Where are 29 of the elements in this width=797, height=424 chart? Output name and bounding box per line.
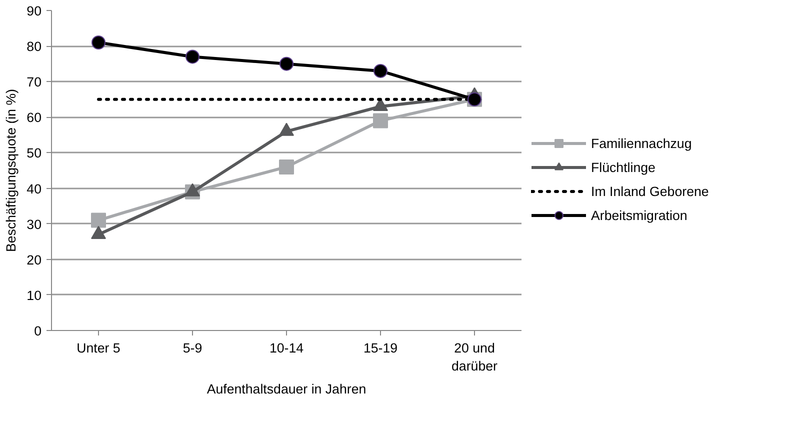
legend-label: Familiennachzug [591, 136, 692, 150]
point [373, 113, 388, 128]
point [374, 64, 388, 78]
y-tick-label: 0 [34, 324, 42, 338]
y-tick-label: 30 [26, 216, 42, 232]
y-axis-title: Beschäftigungsquote (in %) [4, 89, 19, 252]
y-tick-label: 10 [26, 288, 42, 303]
legend-label: Flüchtlinge [591, 160, 656, 174]
legend-label: Arbeitsmigration [591, 208, 688, 222]
point [91, 226, 106, 240]
point [91, 212, 106, 228]
point [92, 36, 106, 50]
x-tick-label: Unter 5 [76, 340, 120, 356]
x-axis-title: Aufenthaltsdauer in Jahren [206, 382, 366, 396]
point [280, 56, 294, 71]
x-tick-label: 20 und darüber [452, 340, 498, 374]
point [279, 159, 294, 174]
y-tick-label: 50 [26, 146, 42, 161]
legend-label: Im Inland Geborene [591, 184, 709, 198]
x-tick-label: 15-19 [363, 340, 398, 356]
y-tick-label: 80 [26, 39, 42, 54]
x-tick-label: 5-9 [182, 340, 202, 356]
y-tick-label: 20 [26, 252, 42, 268]
y-tick-label: 40 [26, 181, 42, 196]
y-tick-label: 60 [26, 110, 42, 126]
y-tick-label: 70 [26, 74, 42, 90]
x-tick-label: 10-14 [269, 340, 304, 356]
y-tick-label: 90 [26, 4, 42, 18]
point [186, 50, 200, 64]
